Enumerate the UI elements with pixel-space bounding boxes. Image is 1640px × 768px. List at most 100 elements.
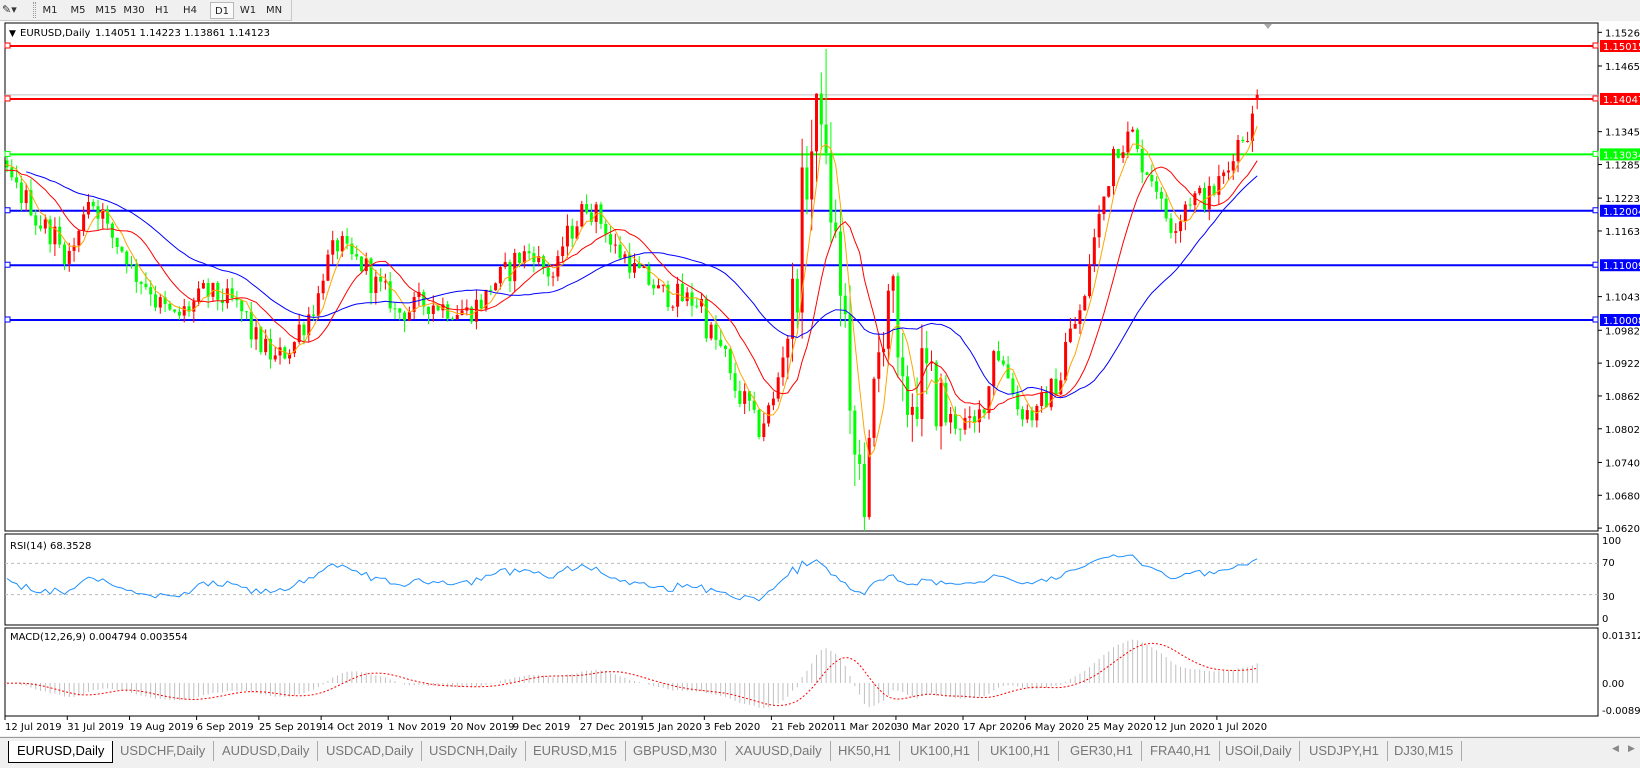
period-mn-button[interactable]: MN: [265, 5, 283, 16]
candle-body: [455, 314, 459, 320]
chart-tab[interactable]: EURUSD,Daily: [8, 741, 114, 763]
candle-body: [589, 212, 593, 222]
period-d1-button[interactable]: D1: [210, 2, 234, 19]
candle: [19, 175, 23, 212]
chart-tab[interactable]: USOil,Daily: [1217, 741, 1301, 761]
candle-body: [1059, 380, 1063, 395]
candle-body: [1083, 296, 1087, 311]
candle: [628, 242, 632, 279]
chart-tab[interactable]: DJ30,M15: [1386, 741, 1463, 761]
candle-body: [489, 289, 493, 291]
candle: [245, 310, 248, 320]
date-axis-label: 6 Sep 2019: [197, 722, 254, 733]
candle: [321, 273, 325, 300]
chart-tab[interactable]: GER30,H1: [1062, 741, 1142, 761]
date-axis-label: 25 May 2020: [1088, 722, 1153, 733]
candle: [412, 291, 416, 320]
candle-body: [815, 93, 819, 152]
chart-tab[interactable]: GBPUSD,M30: [625, 741, 726, 761]
level-price-label: 1.12004: [1603, 207, 1640, 218]
candle: [130, 255, 134, 269]
candle: [987, 385, 991, 420]
period-m15-button[interactable]: M15: [95, 5, 117, 16]
candle: [1236, 134, 1240, 173]
candle: [637, 256, 641, 269]
candle-body: [163, 297, 167, 304]
chart-tab[interactable]: UK100,H1: [902, 741, 979, 761]
candle-body: [177, 311, 181, 316]
candle-body: [1203, 187, 1206, 210]
candle-body: [388, 281, 392, 309]
chart-tab[interactable]: XAUUSD,Daily: [727, 741, 831, 761]
candle-body: [24, 190, 28, 204]
candle-body: [182, 306, 186, 316]
candle-body: [661, 284, 665, 286]
candle: [724, 344, 727, 357]
tabs-scroll-right-icon[interactable]: ▶: [1628, 744, 1635, 754]
candle: [230, 277, 234, 302]
candle-body: [1183, 204, 1187, 222]
candle-body: [364, 258, 368, 272]
chart-tab[interactable]: USDCAD,Daily: [318, 741, 423, 761]
period-h1-button[interactable]: H1: [155, 5, 169, 16]
candle: [1150, 164, 1154, 187]
candle: [503, 252, 507, 270]
candle-body: [585, 204, 589, 213]
candle-body: [288, 353, 292, 359]
chart-tab[interactable]: FRA40,H1: [1142, 741, 1220, 761]
candle-body: [915, 406, 919, 419]
candle: [867, 429, 871, 520]
candle-body: [786, 338, 790, 358]
candle-body: [1131, 129, 1135, 132]
line-studies-dropdown-icon[interactable]: ✎▾: [2, 3, 17, 16]
rsi-axis-label: 100: [1602, 536, 1621, 547]
candle-body: [259, 327, 263, 353]
candle-body: [949, 413, 953, 423]
period-m30-button[interactable]: M30: [123, 5, 145, 16]
candle-body: [134, 264, 138, 282]
chart-tab[interactable]: USDCHF,Daily: [112, 741, 215, 761]
candle: [901, 332, 905, 402]
eurusd-daily-chart[interactable]: 1.15265 1.14650 1.13450 1.12850 1.12235 1.116…: [0, 0, 1640, 737]
candle-body: [216, 282, 220, 300]
toolbar-grip[interactable]: [33, 2, 36, 18]
chart-tab[interactable]: HK50,H1: [830, 741, 900, 761]
period-m5-button[interactable]: M5: [70, 5, 86, 16]
candle-body: [484, 289, 488, 309]
candle-body: [1179, 221, 1183, 232]
candle: [446, 301, 450, 322]
timeframe-toolbar: ✎▾ M1 M5 M15 M30 H1 H4 D1 W1 MN: [0, 0, 292, 21]
price-axis-label: 1.06805: [1605, 491, 1640, 502]
candle: [211, 282, 215, 302]
candle-body: [771, 398, 775, 406]
period-h4-button[interactable]: H4: [183, 5, 197, 16]
tabs-scroll-left-icon[interactable]: ◀: [1612, 744, 1619, 754]
candle: [934, 359, 938, 431]
candle-body: [1255, 94, 1259, 99]
candle-body: [652, 284, 656, 289]
chart-shift-marker-icon[interactable]: [1264, 24, 1272, 29]
candle-body: [58, 226, 62, 245]
candle: [695, 298, 699, 309]
candle-body: [656, 285, 660, 289]
period-w1-button[interactable]: W1: [239, 5, 257, 16]
candle: [307, 306, 311, 342]
candle-body: [637, 263, 641, 269]
chart-tab[interactable]: AUDUSD,Daily: [214, 741, 319, 761]
candle: [39, 215, 43, 232]
candle: [953, 406, 957, 435]
candle: [613, 233, 617, 254]
chart-tab[interactable]: UK100,H1: [982, 741, 1059, 761]
candle-body: [120, 246, 124, 252]
candle-body: [843, 295, 847, 315]
date-axis-label: 20 Nov 2019: [450, 722, 514, 733]
period-m1-button[interactable]: M1: [42, 5, 58, 16]
chart-tab[interactable]: EURUSD,M15: [525, 741, 626, 761]
collapse-triangle-icon[interactable]: ▼: [9, 29, 16, 39]
price-axis-label: 1.15265: [1605, 28, 1640, 39]
chart-tab[interactable]: USDCNH,Daily: [421, 741, 527, 761]
chart-tab[interactable]: USDJPY,H1: [1301, 741, 1388, 761]
price-axis-label: 1.07405: [1605, 458, 1640, 469]
candle: [1111, 146, 1115, 195]
candle-body: [992, 351, 996, 387]
